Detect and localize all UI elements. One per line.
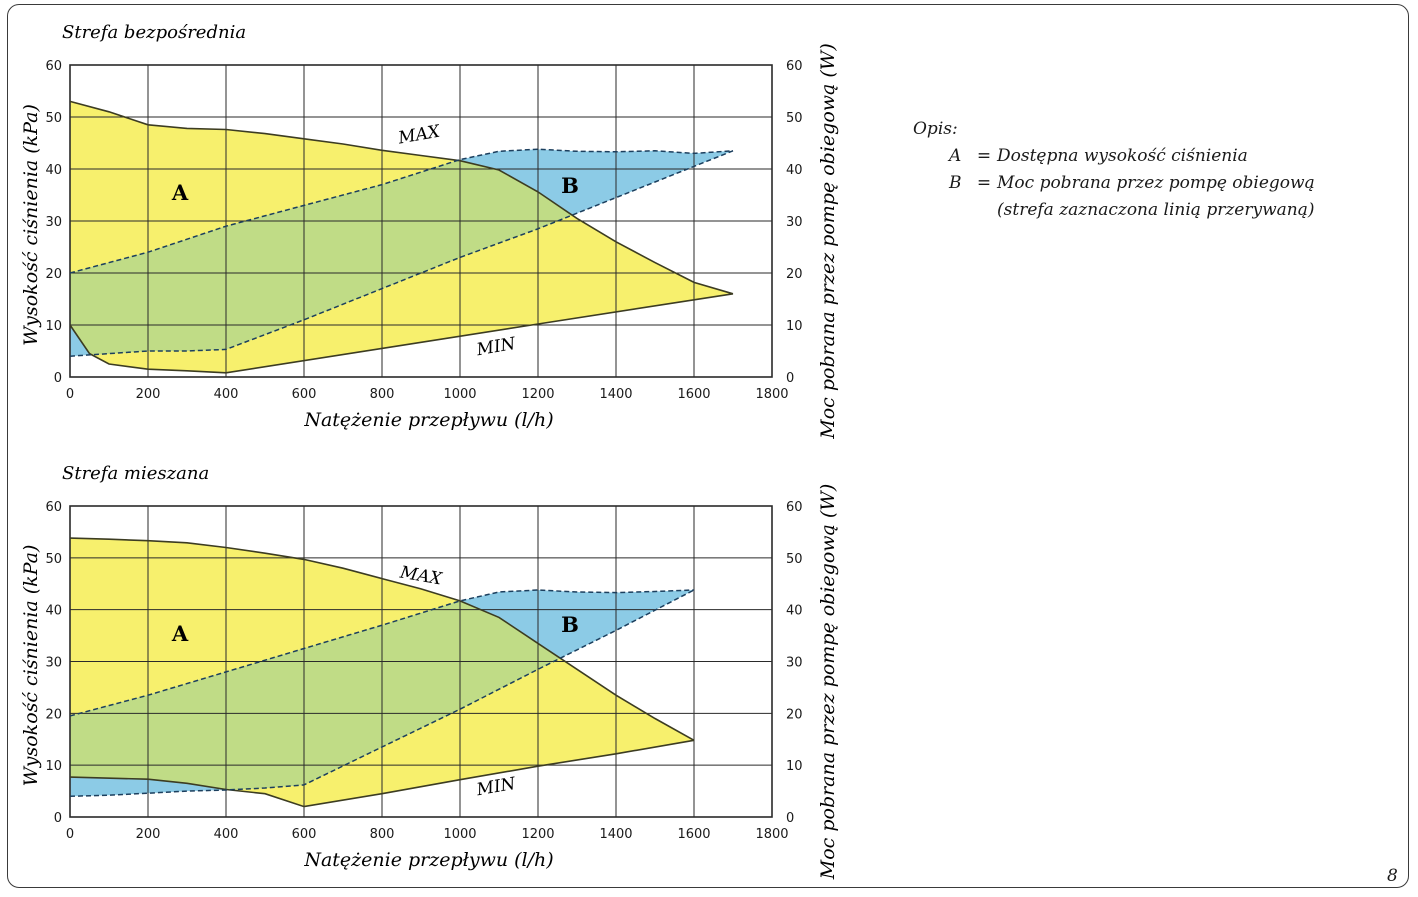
y-tick-label: 50 [45, 111, 62, 126]
power-upper-curve [69, 589, 695, 717]
y-tick-label: 50 [45, 552, 62, 567]
x-tick-label: 1400 [599, 387, 632, 402]
y-tick-label: 10 [45, 759, 62, 774]
legend-description: Dostępna wysokość ciśnienia [997, 146, 1248, 166]
y-tick-label: 30 [45, 656, 62, 671]
y-tick-label: 40 [45, 163, 62, 178]
y2-tick-label: 40 [786, 163, 803, 178]
x-axis-label: Natężenie przepływu (l/h) [303, 849, 553, 871]
x-tick-label: 1800 [755, 387, 788, 402]
chart-title: Strefa bezpośrednia [62, 22, 246, 43]
legend-item: A = Dostępna wysokość ciśnienia [949, 143, 1357, 170]
x-tick-label: 1600 [677, 387, 710, 402]
x-tick-label: 600 [292, 827, 317, 842]
x-tick-label: 800 [370, 827, 395, 842]
x-tick-label: 1000 [443, 827, 476, 842]
plot-frame [69, 505, 773, 818]
y2-tick-label: 20 [786, 707, 803, 722]
max-curve [69, 537, 695, 741]
legend: Opis: A = Dostępna wysokość ciśnienia B … [913, 116, 1357, 224]
page-frame [7, 4, 1409, 888]
legend-separator: = [976, 146, 992, 166]
y2-tick-label: 60 [786, 59, 803, 74]
y2-tick-label: 10 [786, 319, 803, 334]
y2-tick-label: 40 [786, 604, 803, 619]
page-number: 8 [1387, 866, 1398, 886]
legend-description: Moc pobrana przez pompę obiegową (strefa… [997, 173, 1315, 220]
y-tick-label: 20 [45, 707, 62, 722]
chart-title: Strefa mieszana [62, 463, 209, 484]
y2-tick-label: 0 [786, 371, 794, 386]
x-tick-label: 400 [214, 827, 239, 842]
x-tick-label: 400 [214, 387, 239, 402]
y-tick-label: 60 [45, 59, 62, 74]
x-tick-label: 1200 [521, 827, 554, 842]
x-tick-label: 200 [136, 387, 161, 402]
x-tick-label: 1600 [677, 827, 710, 842]
y-axis-label: Wysokość ciśnienia (kPa) [20, 545, 42, 787]
y2-tick-label: 50 [786, 111, 803, 126]
y-tick-label: 40 [45, 604, 62, 619]
area-a-label: A [171, 180, 189, 205]
x-tick-label: 200 [136, 827, 161, 842]
area-a-label: A [171, 621, 189, 646]
x-tick-label: 600 [292, 387, 317, 402]
y2-tick-label: 20 [786, 267, 803, 282]
x-tick-label: 0 [66, 387, 74, 402]
area-b-label: B [561, 173, 579, 198]
x-tick-label: 1000 [443, 387, 476, 402]
x-tick-label: 0 [66, 827, 74, 842]
x-tick-label: 1200 [521, 387, 554, 402]
y-axis-label: Wysokość ciśnienia (kPa) [20, 104, 42, 346]
legend-item: B = Moc pobrana przez pompę obiegową (st… [949, 170, 1357, 224]
x-tick-label: 1800 [755, 827, 788, 842]
x-axis-label: Natężenie przepływu (l/h) [303, 409, 553, 431]
legend-separator: = [976, 173, 992, 193]
min-curve [69, 293, 734, 374]
power-lower-curve [69, 150, 734, 357]
y2-tick-label: 30 [786, 656, 803, 671]
y-tick-label: 0 [54, 811, 62, 826]
legend-title: Opis: [913, 119, 958, 139]
y2-tick-label: 50 [786, 552, 803, 567]
y-tick-label: 20 [45, 267, 62, 282]
min-curve [69, 739, 695, 808]
power-upper-curve [69, 148, 734, 274]
legend-key: B [949, 173, 962, 193]
max-curve [69, 100, 734, 295]
y2-axis-label: Moc pobrana przez pompę obiegową (W) [817, 484, 839, 880]
y2-tick-label: 30 [786, 215, 803, 230]
y2-axis-label: Moc pobrana przez pompę obiegową (W) [817, 43, 839, 439]
x-tick-label: 1400 [599, 827, 632, 842]
y2-tick-label: 60 [786, 500, 803, 515]
y-tick-label: 30 [45, 215, 62, 230]
y-tick-label: 60 [45, 500, 62, 515]
y2-tick-label: 10 [786, 759, 803, 774]
plot-frame [69, 64, 773, 378]
legend-key: A [949, 146, 962, 166]
y-tick-label: 0 [54, 371, 62, 386]
y2-tick-label: 0 [786, 811, 794, 826]
x-tick-label: 800 [370, 387, 395, 402]
area-b-label: B [561, 612, 579, 637]
y-tick-label: 10 [45, 319, 62, 334]
